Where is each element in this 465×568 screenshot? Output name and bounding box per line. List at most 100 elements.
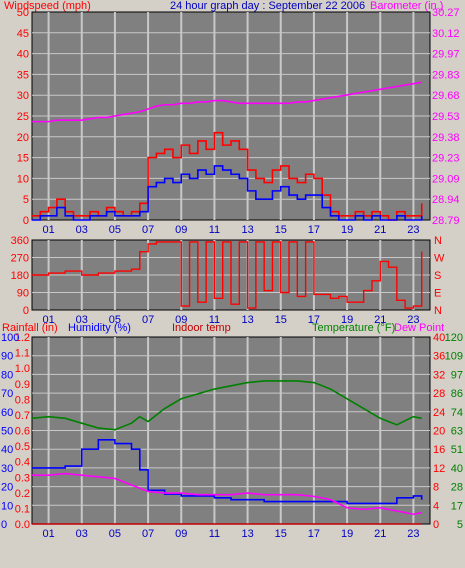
windspeed-axis-title: Windspeed (mph) xyxy=(4,0,91,12)
temp-c-tick-label: 0 xyxy=(433,519,439,531)
temp-c-tick-label: 40 xyxy=(433,332,445,344)
humidity-tick-label: 30 xyxy=(1,463,13,475)
rain-tick-label: 0.4 xyxy=(15,457,30,469)
x-tick-label: 11 xyxy=(209,314,220,326)
x-tick-label: 11 xyxy=(209,224,220,236)
series-wind-direction xyxy=(32,241,423,309)
x-tick-label: 19 xyxy=(341,314,353,326)
temp-f-tick-label: 86 xyxy=(451,388,463,400)
temp-c-tick-label: 28 xyxy=(433,388,445,400)
humidity-tick-label: 20 xyxy=(1,482,13,494)
dewpoint-axis-title: Dew Point xyxy=(394,322,444,334)
series-humidity- xyxy=(32,439,423,505)
humidity-tick-label: 100 xyxy=(1,332,19,344)
x-tick-label: 15 xyxy=(275,224,287,236)
direction-tick-label: 90 xyxy=(17,288,29,300)
temp-c-tick-label: 8 xyxy=(433,482,439,494)
wind-tick-label: 5 xyxy=(23,194,29,206)
temp-c-tick-label: 20 xyxy=(433,426,445,438)
series-wind-average xyxy=(32,165,423,221)
wind-tick-label: 40 xyxy=(17,49,29,61)
direction-tick-label: 270 xyxy=(11,253,29,265)
temp-c-tick-label: 4 xyxy=(433,500,439,512)
rain-tick-label: 0.6 xyxy=(15,426,30,438)
rain-tick-label: 0.5 xyxy=(15,441,30,453)
barometer-axis-title: Barometer (in.) xyxy=(370,0,443,12)
x-tick-label: 21 xyxy=(374,224,386,236)
x-tick-label: 03 xyxy=(76,224,88,236)
x-tick-label: 21 xyxy=(374,314,386,326)
chart-marks: 0510152025303540455028.7928.9429.0929.23… xyxy=(1,7,463,540)
x-tick-label: 17 xyxy=(308,224,320,236)
rain-tick-label: 0.0 xyxy=(15,519,30,531)
humidity-tick-label: 80 xyxy=(1,369,13,381)
rain-tick-label: 1.2 xyxy=(15,332,30,344)
temperature-axis-title: Temperature (°F) xyxy=(312,322,395,334)
wind-tick-label: 0 xyxy=(23,215,29,227)
x-tick-label: 03 xyxy=(76,528,88,540)
x-tick-label: 07 xyxy=(142,224,154,236)
x-tick-label: 23 xyxy=(407,528,419,540)
wind-tick-label: 25 xyxy=(17,111,29,123)
series-dew-point xyxy=(32,472,422,516)
compass-tick-label: W xyxy=(434,253,445,265)
temp-c-tick-label: 16 xyxy=(433,444,445,456)
rain-tick-label: 1.0 xyxy=(15,363,30,375)
humidity-tick-label: 0 xyxy=(1,519,7,531)
x-tick-label: 01 xyxy=(42,528,54,540)
temp-f-tick-label: 17 xyxy=(451,500,463,512)
x-tick-label: 07 xyxy=(142,528,154,540)
baro-tick-label: 30.12 xyxy=(432,28,460,40)
x-tick-label: 13 xyxy=(241,528,253,540)
temp-c-tick-label: 32 xyxy=(433,369,445,381)
baro-tick-label: 29.38 xyxy=(432,132,460,144)
x-tick-label: 11 xyxy=(209,528,220,540)
temp-c-tick-label: 36 xyxy=(433,351,445,363)
rain-tick-label: 0.2 xyxy=(15,488,30,500)
baro-tick-label: 29.68 xyxy=(432,90,460,102)
temp-f-tick-label: 109 xyxy=(445,351,463,363)
wind-tick-label: 15 xyxy=(17,153,29,165)
baro-tick-label: 29.09 xyxy=(432,173,460,185)
rain-tick-label: 0.8 xyxy=(15,394,30,406)
rain-tick-label: 0.1 xyxy=(15,503,30,515)
x-tick-label: 09 xyxy=(175,528,187,540)
x-tick-label: 09 xyxy=(175,314,187,326)
chart-title: 24 hour graph day : September 22 2006 xyxy=(170,0,365,12)
baro-tick-label: 28.94 xyxy=(432,194,460,206)
wind-tick-label: 50 xyxy=(17,7,29,19)
x-tick-label: 07 xyxy=(142,314,154,326)
humidity-tick-label: 60 xyxy=(1,407,13,419)
x-tick-label: 17 xyxy=(308,528,320,540)
humidity-axis-title: Humidity (%) xyxy=(68,322,131,334)
x-tick-label: 23 xyxy=(407,314,419,326)
humidity-tick-label: 50 xyxy=(1,426,13,438)
humidity-tick-label: 40 xyxy=(1,444,13,456)
x-tick-label: 03 xyxy=(76,314,88,326)
temp-f-tick-label: 63 xyxy=(451,426,463,438)
wind-tick-label: 45 xyxy=(17,28,29,40)
x-tick-label: 23 xyxy=(407,224,419,236)
x-tick-label: 17 xyxy=(308,314,320,326)
temp-f-tick-label: 40 xyxy=(451,463,463,475)
compass-tick-label: S xyxy=(434,270,441,282)
x-tick-label: 15 xyxy=(275,528,287,540)
baro-tick-label: 29.97 xyxy=(432,49,460,61)
humidity-tick-label: 90 xyxy=(1,351,13,363)
compass-tick-label: E xyxy=(434,288,441,300)
temp-c-tick-label: 12 xyxy=(433,463,445,475)
direction-tick-label: 360 xyxy=(11,235,29,247)
humidity-tick-label: 10 xyxy=(1,500,13,512)
compass-tick-label: N xyxy=(434,305,442,317)
temp-f-tick-label: 120 xyxy=(445,332,463,344)
series-barometer xyxy=(32,81,422,123)
x-tick-label: 19 xyxy=(341,224,353,236)
x-tick-label: 13 xyxy=(241,224,253,236)
x-tick-label: 15 xyxy=(275,314,287,326)
compass-tick-label: N xyxy=(434,235,442,247)
wind-tick-label: 35 xyxy=(17,69,29,81)
temp-f-tick-label: 97 xyxy=(451,369,463,381)
x-tick-label: 05 xyxy=(109,528,121,540)
